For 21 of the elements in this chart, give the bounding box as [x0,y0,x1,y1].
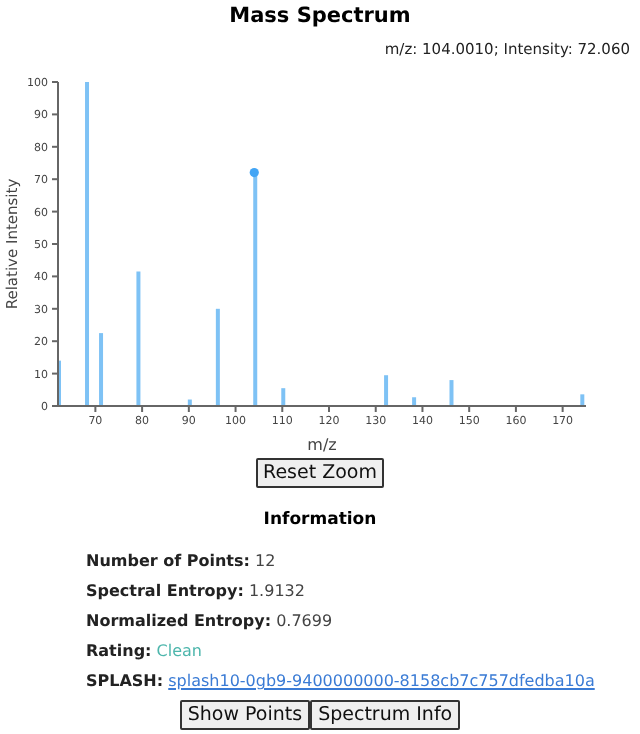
bar [253,172,258,406]
x-axis-title: m/z [307,436,337,454]
text: Reset Zoom [255,458,385,488]
text: Spectrum Info [310,700,461,730]
text: Show Points [179,700,311,730]
text: Spectral Entropy: 1.9132 [86,582,305,600]
bar [449,380,454,406]
bar [384,375,389,406]
chart-title: Mass Spectrum [227,4,413,28]
bar [136,271,141,406]
bar [85,82,90,406]
text: Normalized Entropy: 0.7699 [86,612,333,630]
bar [412,397,417,406]
bar [281,388,286,406]
bar [580,394,585,406]
bar [215,308,220,406]
text: Rating: Clean [86,642,202,660]
text: Number of Points: 12 [86,552,276,570]
bar [99,333,104,406]
text: SPLASH: splash10-0gb9-9400000000-8158cb7c757dfedba10a [86,672,595,690]
text: Information [261,510,379,530]
